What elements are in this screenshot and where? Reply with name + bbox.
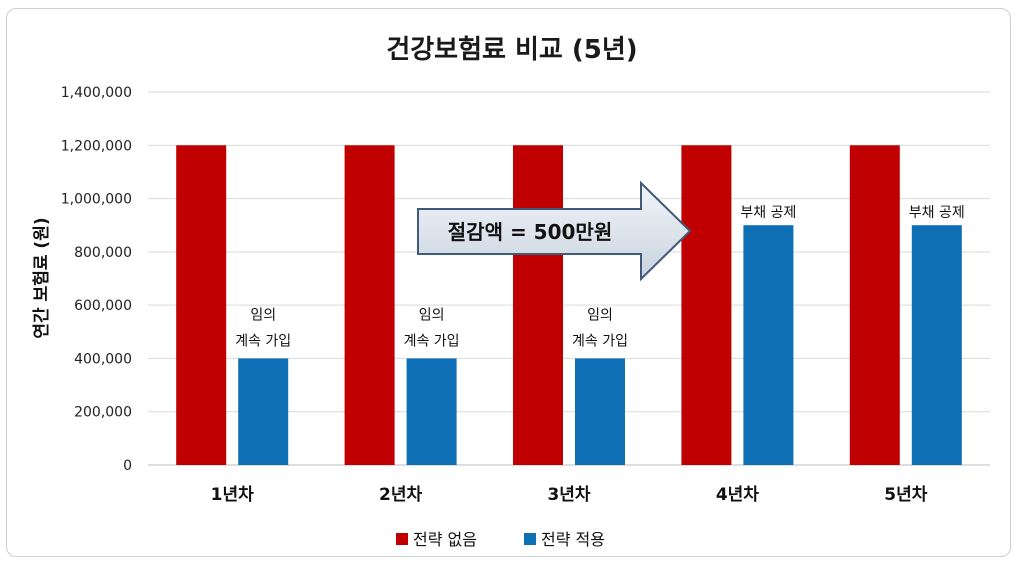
bar-annotation-line2: 계속 가입: [404, 333, 460, 349]
x-tick-label: 4년차: [716, 485, 759, 505]
y-tick-label: 600,000: [74, 298, 132, 314]
chart-title: 건강보험료 비교 (5년): [386, 35, 637, 65]
legend-swatch: [524, 533, 536, 545]
bar-no-strategy: [344, 145, 395, 466]
y-axis-ticks: 0 200,000 400,000 600,000 800,000 1,000,000 1,…: [61, 85, 132, 474]
bar-annotation-line1: 부채 공제: [740, 205, 796, 221]
x-tick-label: 5년차: [884, 485, 927, 505]
x-tick-label: 3년차: [547, 485, 590, 505]
bar-with-strategy: [575, 358, 625, 465]
y-tick-label: 0: [123, 458, 132, 474]
callout-arrow-shape: [417, 180, 692, 282]
x-tick-label: 2년차: [379, 485, 422, 505]
x-axis-ticks: 1년차 2년차 3년차 4년차 5년차: [211, 485, 928, 505]
legend: 전략 없음 전략 적용: [396, 530, 605, 549]
bar-annotation-line1: 부채 공제: [909, 205, 965, 221]
bar-with-strategy: [743, 225, 794, 465]
bar-with-strategy: [238, 358, 289, 465]
callout-text: 절감액 = 500만원: [448, 220, 612, 244]
y-tick-label: 400,000: [74, 351, 132, 367]
legend-label: 전략 적용: [541, 530, 605, 549]
bar-annotation-line2: 계속 가입: [572, 333, 628, 349]
bar-annotation-line1: 임의: [419, 307, 445, 323]
y-tick-label: 1,000,000: [61, 192, 132, 208]
bar-no-strategy: [513, 145, 563, 466]
y-tick-label: 1,400,000: [61, 85, 132, 101]
bar-no-strategy: [176, 145, 227, 466]
bar-annotation-line1: 임의: [250, 307, 276, 323]
y-tick-label: 1,200,000: [61, 138, 132, 154]
y-axis-label: 연간 보험료 (원): [31, 217, 52, 338]
bar-no-strategy: [681, 145, 732, 466]
legend-swatch: [396, 533, 408, 545]
bar-with-strategy: [406, 358, 457, 465]
bar-annotation-line2: 계속 가입: [235, 333, 291, 349]
x-tick-label: 1년차: [211, 485, 254, 505]
savings-callout: 절감액 = 500만원: [417, 180, 692, 282]
bar-with-strategy: [911, 225, 962, 465]
bar-annotation-line1: 임의: [587, 307, 613, 323]
y-tick-label: 200,000: [74, 405, 132, 421]
bars: [176, 145, 962, 466]
y-tick-label: 800,000: [74, 245, 132, 261]
bar-no-strategy: [849, 145, 900, 466]
legend-label: 전략 없음: [413, 530, 477, 549]
